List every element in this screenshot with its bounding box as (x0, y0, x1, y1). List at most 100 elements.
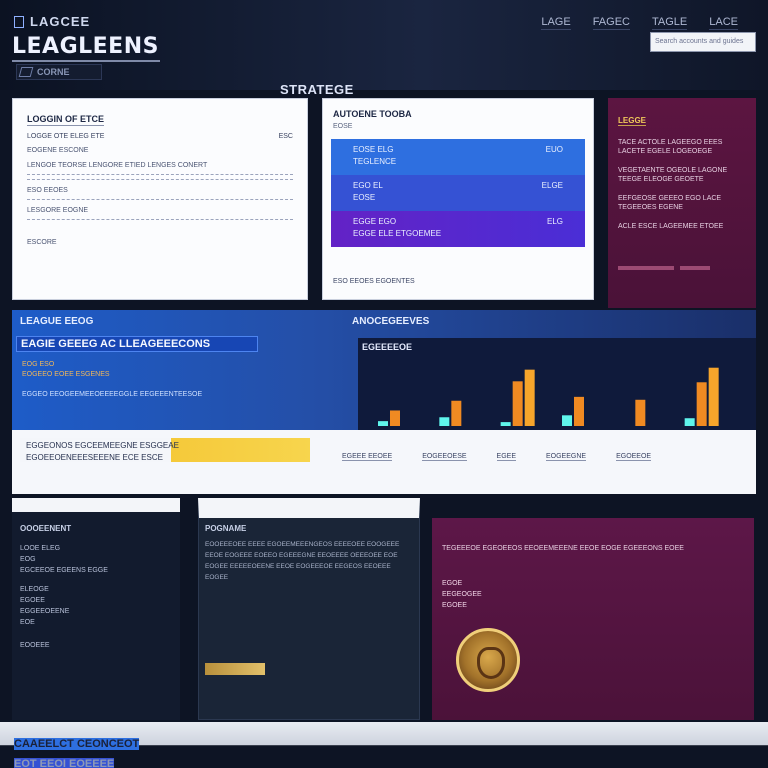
top-bar: LAGCEE LEAGLEENS CORNE LAGE FAGEC TAGLE … (0, 0, 768, 90)
mid-panel-footer: ESO EEOES EGOENTES (333, 278, 415, 285)
program-text: EOOEEEOEE EEEE EGOEEMEEENGEOS EEEEOEE EO… (205, 541, 400, 581)
blurb-line: EGGEO EEOGEEMEEOEEEEGGLE EEGEEENTEESOE (22, 391, 203, 398)
shield-icon (14, 16, 24, 28)
tier-row[interactable]: EOSE ELG TEGLENCE EUO (331, 139, 585, 175)
divider (27, 174, 293, 175)
program-title: POGNAME (205, 524, 247, 533)
tier-desc: TEGLENCE (353, 157, 397, 166)
kv-label: LOGGE OTE ELEG ETE (27, 133, 105, 140)
right-panel: LEGGE TACE ACTOLE LAGEEGO EEES LACETE EG… (608, 98, 756, 308)
right-panel-title: LEGGE (618, 116, 647, 126)
offers-label: EGOE (442, 580, 463, 587)
cta-button[interactable]: EGGEONOS EGCEEMEEGNE ESGGEAE EGOEEOENEEE… (20, 438, 310, 462)
text-line: ESO EEOES (27, 187, 68, 194)
nav-link-3[interactable]: TAGLE (651, 16, 688, 30)
chart-bar (512, 381, 523, 426)
divider (27, 179, 293, 180)
offers-label: EEGEOGEE (442, 591, 482, 598)
right-paragraph: EEFGEOSE GEEEO EGO LACE TEGEEOES EGENE (618, 195, 722, 211)
sub-badge-text: CORNE (37, 67, 70, 77)
stat-row: EOG (20, 556, 36, 563)
emblem-icon (18, 67, 34, 77)
text-line: LENGOE TEORSE LENGORE ETIED LENGES CONER… (27, 162, 208, 169)
chart-bar (524, 369, 535, 426)
legend-item[interactable]: EOGEEGNE (546, 453, 587, 461)
tier-row[interactable]: EGO EL EOSE ELGE (331, 175, 585, 211)
bar-chart (378, 367, 719, 426)
text-line: EOGENE ESCONE (27, 147, 89, 154)
legend-item[interactable]: EGEEE EEOEE (342, 453, 393, 461)
stat-row: EOOEEE (20, 642, 50, 649)
right-paragraph: TACE ACTOLE LAGEEGO EEES LACETE EGELE LO… (618, 139, 723, 155)
legend-item[interactable]: EGEE (496, 453, 516, 461)
chart-bar (684, 418, 695, 426)
footer-sub: EOT EEOI EOEEEE (14, 758, 115, 768)
chart-bar (500, 422, 511, 426)
text-line: LESGORE EOGNE (27, 207, 89, 214)
tier-value: EUO (545, 145, 563, 154)
tier-name: EGO EL (353, 181, 383, 190)
divider (27, 219, 293, 220)
tier-value: ELG (546, 217, 563, 226)
stats-column: OOOEENENT LOOE ELEG EOG EGCEEOE EGEENS E… (12, 498, 180, 720)
tier-desc: EOSE (353, 193, 376, 202)
kv-row: LOGGE OTE ELEG ETE ESC (27, 133, 293, 140)
divider (618, 266, 674, 270)
brand-small-text: LAGCEE (30, 14, 91, 29)
nav-link-1[interactable]: LAGE (541, 16, 571, 30)
top-nav: LAGE FAGEC TAGLE LACE (541, 16, 738, 30)
legend-item[interactable]: EOGEEOESE (422, 453, 467, 461)
analytics-panel: LEAGUE EEOG ANOCEGEEVES EAGIE GEEEG AC L… (12, 310, 756, 494)
program-column: POGNAME EOOEEEOEE EEEE EGOEEMEEENGEOS EE… (198, 498, 420, 720)
tier-list: EOSE ELG TEGLENCE EUO EGO EL EOSE ELGE EGG… (331, 139, 585, 247)
nav-link-2[interactable]: FAGEC (592, 16, 630, 30)
mid-panel-title: AUTOENE TOOBA (333, 109, 412, 119)
legend-item[interactable]: EGOEEOE (616, 453, 652, 461)
chart-bar (390, 410, 400, 426)
right-paragraph: ACLE ESCE LAGEEMEE ETOEE (618, 223, 724, 230)
footer: CAAEELCT CEONCEOT EOT EEOI EOEEEE (0, 722, 768, 768)
search-input[interactable]: Search accounts and guides (650, 32, 756, 52)
tier-row[interactable]: EGGE EGO EGGE ELE ETGOEMEE ELG (331, 211, 585, 247)
stat-row: EGCEEOE EGEENS EGGE (20, 567, 108, 574)
tier-desc: EGGE ELE ETGOEMEE (353, 229, 442, 238)
kv-value: ESC (278, 133, 293, 140)
right-paragraph: VEGETAENTE OGEOLE LAGONE TEEGE ELEOGE GE… (618, 167, 728, 183)
stat-row: ELEOGE (20, 586, 49, 593)
offers-label: EGOEE (442, 602, 467, 609)
cta-sub: EGOEEOENEEESEEENE ECE ESCE (26, 453, 163, 462)
program-button[interactable] (205, 663, 265, 675)
tier-name: EOSE ELG (353, 145, 394, 154)
mid-panel-sub: EOSE (333, 123, 353, 130)
nav-link-4[interactable]: LACE (709, 16, 738, 30)
emblem-icon (456, 628, 520, 692)
stat-row: EGOEE (20, 597, 45, 604)
legend-strip: EGEEE EEOEE EOGEEOESE EGEE EOGEEGNE EGOE… (342, 453, 652, 461)
tier-name: EGGE EGO (353, 217, 397, 226)
chart-bar (696, 382, 707, 426)
analytics-banner: EAGIE GEEEG AC LLEAGEEECONS (16, 336, 258, 352)
left-panel: LOGGIN OF ETCE LOGGE OTE ELEG ETE ESC EOG… (12, 98, 308, 300)
chart-title: EGEEEEOE (362, 342, 413, 352)
mid-panel: AUTOENE TOOBA EOSE EOSE ELG TEGLENCE EUO … (322, 98, 594, 300)
sub-badge: CORNE (16, 64, 102, 80)
analytics-right-header: ANOCEGEEVES (352, 316, 430, 327)
chart-bar (451, 400, 462, 426)
chart-bar (378, 421, 388, 426)
logo[interactable]: LEAGLEENS (12, 34, 159, 59)
chart-bar (708, 367, 719, 426)
blurb-line: EOGEEO EOEE ESGENES (22, 371, 110, 378)
chart-bar (439, 417, 450, 426)
blurb-line: EOG ESO (22, 361, 55, 368)
analytics-left-header: LEAGUE EEOG (20, 316, 94, 327)
chart-area (358, 338, 756, 430)
divider (27, 199, 293, 200)
offers-text: TEGEEEOE EGEOEEOS EEOEEMEEENE EEOE EOGE … (442, 545, 684, 552)
section-title: STRATEGE (280, 82, 354, 97)
stat-row: LOOE ELEG (20, 545, 61, 552)
divider (12, 60, 160, 62)
tier-value: ELGE (541, 181, 563, 190)
analytics-blurb: EOG ESO EOGEEO EOEE ESGENES EGGEO EEOGEE… (22, 360, 302, 400)
brand-small[interactable]: LAGCEE (14, 14, 90, 29)
cta-text: EGGEONOS EGCEEMEEGNE ESGGEAE (26, 441, 179, 450)
